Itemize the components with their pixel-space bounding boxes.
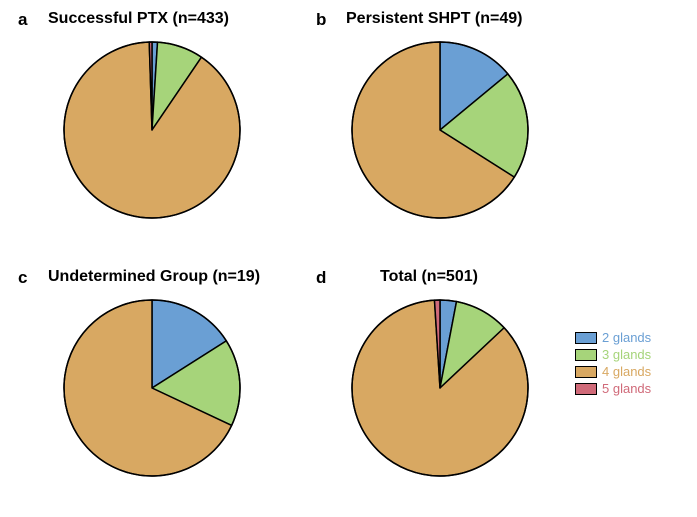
legend-label-glands4: 4 glands xyxy=(602,364,651,379)
legend-swatch-glands2 xyxy=(575,332,597,344)
pie-b xyxy=(349,39,531,221)
panel-label-a: a xyxy=(18,10,27,30)
legend-label-glands2: 2 glands xyxy=(602,330,651,345)
legend-item-glands5: 5 glands xyxy=(575,381,651,396)
legend-swatch-glands5 xyxy=(575,383,597,395)
pie-a xyxy=(61,39,243,221)
legend-item-glands3: 3 glands xyxy=(575,347,651,362)
panel-title-a: Successful PTX (n=433) xyxy=(48,10,229,28)
legend-swatch-glands4 xyxy=(575,366,597,378)
panel-label-b: b xyxy=(316,10,326,30)
legend: 2 glands 3 glands 4 glands 5 glands xyxy=(575,330,651,398)
pie-d xyxy=(349,297,531,479)
panel-title-c: Undetermined Group (n=19) xyxy=(48,268,260,286)
legend-swatch-glands3 xyxy=(575,349,597,361)
panel-title-b: Persistent SHPT (n=49) xyxy=(346,10,523,28)
legend-item-glands2: 2 glands xyxy=(575,330,651,345)
panel-label-c: c xyxy=(18,268,27,288)
legend-item-glands4: 4 glands xyxy=(575,364,651,379)
legend-label-glands5: 5 glands xyxy=(602,381,651,396)
figure-root: a Successful PTX (n=433) b Persistent SHPT … xyxy=(0,0,697,517)
panel-label-d: d xyxy=(316,268,326,288)
panel-title-d: Total (n=501) xyxy=(380,268,478,286)
legend-label-glands3: 3 glands xyxy=(602,347,651,362)
pie-c xyxy=(61,297,243,479)
